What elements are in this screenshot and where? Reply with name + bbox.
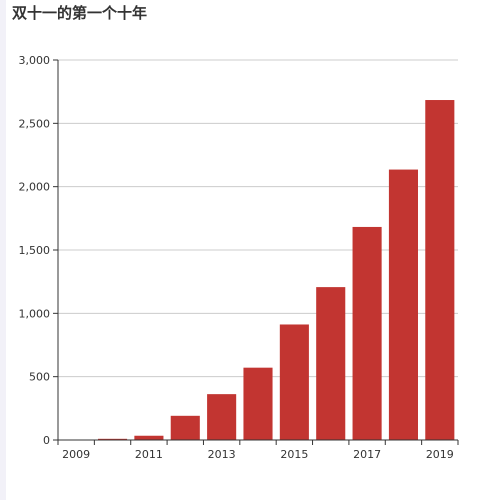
bar-2018 [388,169,418,441]
y-tick-label: 2,500 [19,117,51,130]
y-tick-label: 0 [43,434,50,447]
x-tick-label: 2009 [62,448,90,461]
y-tick-label: 500 [29,371,50,384]
y-tick-label: 1,000 [19,307,51,320]
bar-2010 [98,438,128,440]
bar-2017 [352,226,382,440]
x-tick-label: 2015 [280,448,308,461]
bars [61,100,455,441]
bar-2014 [243,367,273,440]
bar-2011 [134,435,164,440]
tick-labels: 0 500 1,000 1,500 2,000 2,500 3,000 2009 2011 201… [19,54,454,461]
y-tick-label: 3,000 [19,54,51,67]
y-tick-label: 2,000 [19,181,51,194]
left-edge-strip [0,0,6,500]
bar-2015 [279,324,309,440]
bar-2013 [207,394,237,440]
bar-2016 [316,287,346,440]
x-tick-label: 2019 [426,448,454,461]
x-tick-label: 2011 [135,448,163,461]
bar-2019 [425,100,455,440]
axes [53,59,459,445]
y-tick-label: 1,500 [19,244,51,257]
x-tick-label: 2017 [353,448,381,461]
x-tick-label: 2013 [208,448,236,461]
chart-title: 双十一的第一个十年 [12,4,148,22]
bar-2012 [170,415,200,440]
